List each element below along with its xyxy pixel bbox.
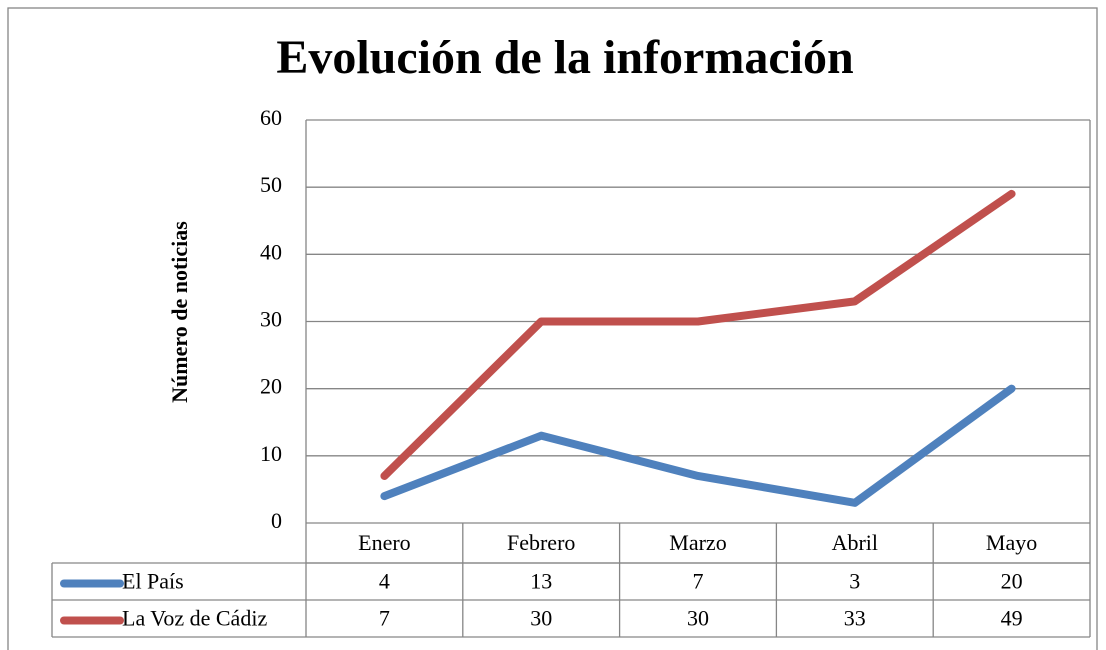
- chart-border: [7, 7, 1098, 650]
- y-axis-label: Número de noticias: [167, 221, 192, 403]
- table-value: 30: [530, 606, 552, 631]
- table-value: 3: [849, 569, 860, 594]
- x-tick-label: Febrero: [507, 530, 575, 555]
- x-tick-label: Marzo: [669, 530, 726, 555]
- table-value: 20: [1001, 569, 1023, 594]
- line-series: [380, 189, 1016, 480]
- x-tick-label: Enero: [358, 530, 411, 555]
- table-value: 7: [379, 606, 390, 631]
- x-tick-label: Mayo: [986, 530, 1037, 555]
- legend-label: La Voz de Cádiz: [122, 606, 267, 631]
- y-tick-label: 0: [271, 508, 282, 533]
- table-value: 7: [693, 569, 704, 594]
- legend-label: El País: [122, 569, 184, 594]
- x-tick-label: Abril: [832, 530, 878, 555]
- table-value: 30: [687, 606, 709, 631]
- y-tick-label: 30: [260, 307, 282, 332]
- y-tick-label: 60: [260, 105, 282, 130]
- y-tick-label: 40: [260, 239, 282, 264]
- y-tick-label: 20: [260, 374, 282, 399]
- table-value: 33: [844, 606, 866, 631]
- table-value: 13: [530, 569, 552, 594]
- line-series: [380, 384, 1016, 507]
- table-value: 4: [379, 569, 390, 594]
- y-tick-label: 10: [260, 441, 282, 466]
- table-value: 49: [1001, 606, 1023, 631]
- chart-title: Evolución de la información: [276, 31, 853, 84]
- y-tick-label: 50: [260, 172, 282, 197]
